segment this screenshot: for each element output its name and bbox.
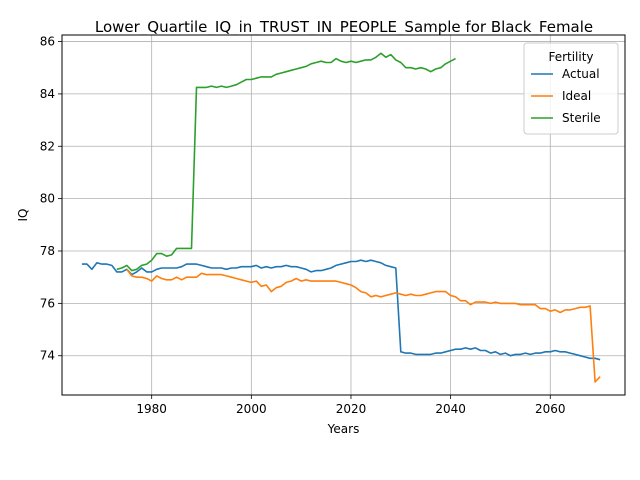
y-tick-label: 74 bbox=[40, 349, 55, 363]
y-tick-label: 84 bbox=[40, 87, 55, 101]
x-tick-label: 2020 bbox=[336, 402, 367, 416]
x-tick-label: 2060 bbox=[535, 402, 566, 416]
x-tick-label: 2000 bbox=[236, 402, 267, 416]
x-axis-label: Years bbox=[327, 422, 360, 436]
y-tick-label: 78 bbox=[40, 244, 55, 258]
x-tick-label: 2040 bbox=[435, 402, 466, 416]
legend-label-sterile: Sterile bbox=[562, 111, 601, 125]
legend-label-actual: Actual bbox=[562, 67, 600, 81]
legend-title: Fertility bbox=[548, 50, 593, 64]
y-tick-label: 80 bbox=[40, 192, 55, 206]
y-axis-label: IQ bbox=[16, 209, 30, 222]
y-tick-label: 76 bbox=[40, 296, 55, 310]
x-tick-label: 1980 bbox=[136, 402, 167, 416]
legend-label-ideal: Ideal bbox=[562, 89, 591, 103]
legend: Fertility Actual Ideal Sterile bbox=[524, 43, 618, 134]
y-tick-label: 86 bbox=[40, 35, 55, 49]
y-tick-label: 82 bbox=[40, 139, 55, 153]
chart-title: Lower_Quartile_IQ_in_TRUST_IN_PEOPLE_Sam… bbox=[95, 18, 593, 37]
